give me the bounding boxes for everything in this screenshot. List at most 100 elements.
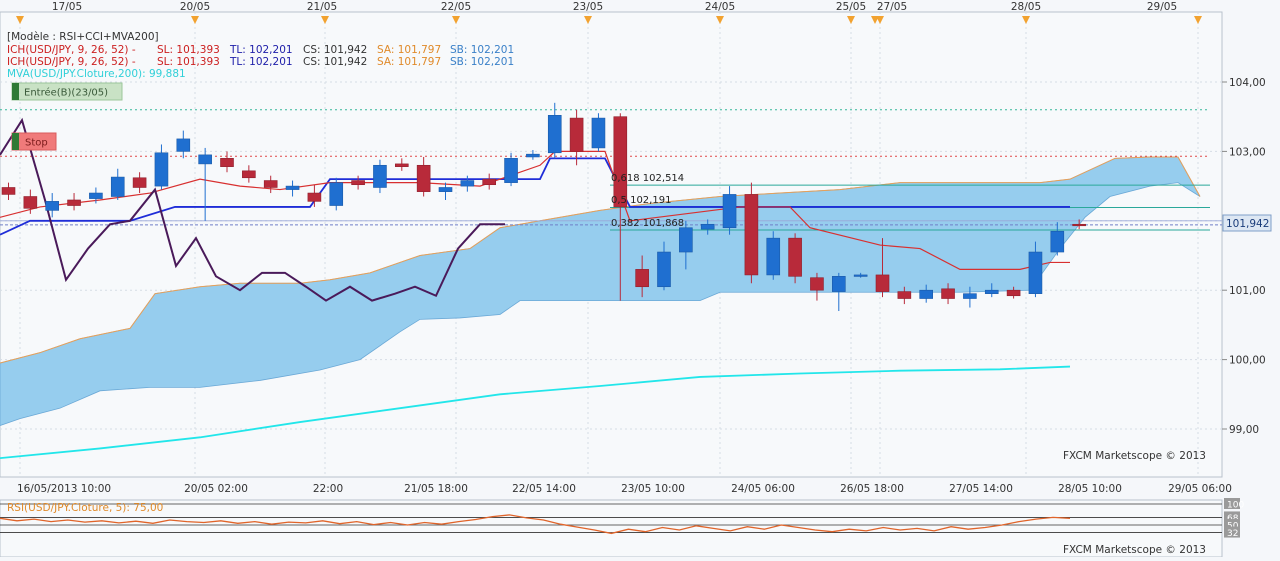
candle-body bbox=[941, 288, 955, 299]
candle[interactable] bbox=[897, 286, 912, 305]
candle[interactable] bbox=[438, 182, 453, 200]
candle-body bbox=[1, 187, 16, 195]
candle[interactable] bbox=[89, 187, 103, 204]
stop-marker[interactable]: Stop bbox=[11, 132, 57, 151]
candle[interactable] bbox=[482, 173, 497, 190]
candle[interactable] bbox=[700, 219, 715, 235]
rsi-tick-label: 68 bbox=[1227, 514, 1239, 524]
fib-label-500: 0,5 102,191 bbox=[611, 195, 671, 206]
candle[interactable] bbox=[679, 220, 693, 270]
candle[interactable] bbox=[154, 144, 169, 190]
candle-body bbox=[1028, 251, 1043, 294]
candle[interactable] bbox=[416, 156, 431, 197]
candle-body bbox=[45, 201, 60, 211]
time-label: 23/05 10:00 bbox=[621, 483, 685, 495]
candle[interactable] bbox=[810, 272, 824, 301]
legend-tl: TL: 102,201 bbox=[229, 44, 293, 56]
candle[interactable] bbox=[45, 193, 60, 218]
candle[interactable] bbox=[23, 189, 38, 214]
candle-body bbox=[547, 115, 562, 154]
candle[interactable] bbox=[263, 175, 278, 194]
candle-body bbox=[788, 237, 802, 277]
top-date-label: 17/05 bbox=[52, 1, 82, 13]
candle[interactable] bbox=[984, 283, 999, 298]
legend-sb: SB: 102,201 bbox=[450, 56, 514, 68]
candle[interactable] bbox=[875, 238, 890, 298]
candle[interactable] bbox=[766, 231, 781, 280]
candle[interactable] bbox=[351, 175, 365, 190]
candle-body bbox=[1050, 230, 1065, 253]
candle-body bbox=[1006, 289, 1021, 297]
candle[interactable] bbox=[373, 159, 387, 194]
candle[interactable] bbox=[1, 182, 16, 200]
entry-marker[interactable]: Entrée(B)(23/05) bbox=[11, 82, 123, 101]
candle[interactable] bbox=[176, 130, 191, 159]
candle-body bbox=[285, 185, 300, 190]
candle[interactable] bbox=[853, 272, 868, 278]
candle-body bbox=[853, 274, 868, 277]
rsi-tick-box bbox=[1224, 519, 1240, 530]
candle[interactable] bbox=[198, 147, 212, 221]
candle[interactable] bbox=[1006, 286, 1021, 299]
date-marker-icon bbox=[584, 16, 592, 24]
legend-model: [Modèle : RSI+CCI+MVA200] bbox=[7, 31, 159, 43]
candle[interactable] bbox=[1050, 222, 1065, 256]
candle[interactable] bbox=[329, 177, 344, 211]
price-tick-label: 104,00 bbox=[1229, 77, 1266, 89]
candle[interactable] bbox=[285, 180, 300, 197]
candle-body bbox=[897, 291, 912, 299]
time-axis: 16/05/2013 10:00 20/05 02:00 22:00 21/05 18… bbox=[17, 483, 1232, 495]
candle[interactable] bbox=[504, 152, 518, 187]
legend-sl: SL: 101,393 bbox=[157, 44, 220, 56]
candle-body bbox=[744, 194, 759, 276]
candle[interactable] bbox=[220, 151, 234, 173]
legend-cs: CS: 101,942 bbox=[303, 44, 367, 56]
price-axis: 104,00 103,00 101,00 100,00 99,00 bbox=[1222, 77, 1266, 436]
candle[interactable] bbox=[569, 109, 584, 166]
time-label: 24/05 06:00 bbox=[731, 483, 795, 495]
legend-mva: MVA(USD/JPY.Cloture,200): 99,881 bbox=[7, 68, 186, 80]
rsi-indicator bbox=[0, 503, 1222, 535]
candle[interactable] bbox=[788, 233, 802, 284]
candle[interactable] bbox=[635, 255, 649, 298]
fib-label-382: 0,382 101,868 bbox=[611, 218, 684, 229]
candle[interactable] bbox=[941, 283, 955, 305]
top-date-labels: 17/05 20/05 21/05 22/05 23/05 24/05 25/05 27/05… bbox=[16, 1, 1202, 24]
candle[interactable] bbox=[67, 193, 81, 211]
candle[interactable] bbox=[394, 158, 409, 171]
time-label: 16/05/2013 10:00 bbox=[17, 483, 111, 495]
time-label: 22/05 14:00 bbox=[512, 483, 576, 495]
date-marker-icon bbox=[191, 16, 199, 24]
price-tick-label: 101,00 bbox=[1229, 285, 1266, 297]
candle[interactable] bbox=[722, 186, 737, 235]
candle-body bbox=[460, 180, 475, 187]
candle-body bbox=[351, 180, 365, 186]
candle[interactable] bbox=[744, 182, 759, 284]
candle-body bbox=[242, 170, 256, 179]
candle[interactable] bbox=[831, 272, 846, 312]
candle[interactable] bbox=[526, 150, 540, 160]
candle[interactable] bbox=[919, 284, 934, 303]
rsi-legend: RSI(USD/JPY.Cloture, 5): 75,00 bbox=[7, 502, 163, 514]
candle[interactable] bbox=[547, 102, 562, 159]
candle[interactable] bbox=[460, 175, 475, 192]
top-date-label: 21/05 bbox=[307, 1, 337, 13]
rsi-tick-label: 100 bbox=[1227, 501, 1244, 511]
legend-sl: SL: 101,393 bbox=[157, 56, 220, 68]
candle-body bbox=[482, 178, 497, 186]
candle[interactable] bbox=[1028, 241, 1043, 298]
candle[interactable] bbox=[657, 241, 671, 291]
candle[interactable] bbox=[307, 184, 322, 207]
date-marker-icon bbox=[321, 16, 329, 24]
candle[interactable] bbox=[110, 168, 125, 200]
candle[interactable] bbox=[1072, 219, 1086, 230]
candle[interactable] bbox=[613, 113, 628, 301]
top-date-label: 23/05 bbox=[573, 1, 603, 13]
candle[interactable] bbox=[963, 286, 977, 308]
candle[interactable] bbox=[242, 165, 256, 183]
candle[interactable] bbox=[591, 113, 606, 152]
candle[interactable] bbox=[132, 172, 147, 194]
